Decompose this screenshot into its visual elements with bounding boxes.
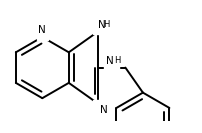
Bar	[94, 100, 104, 108]
Text: N: N	[98, 20, 106, 30]
Bar	[93, 26, 108, 34]
Bar	[104, 62, 119, 69]
Text: H: H	[103, 20, 109, 29]
Text: N: N	[38, 25, 46, 35]
Text: H: H	[114, 56, 120, 65]
Text: N: N	[100, 105, 107, 115]
Text: N: N	[106, 56, 114, 66]
Bar	[37, 32, 48, 40]
